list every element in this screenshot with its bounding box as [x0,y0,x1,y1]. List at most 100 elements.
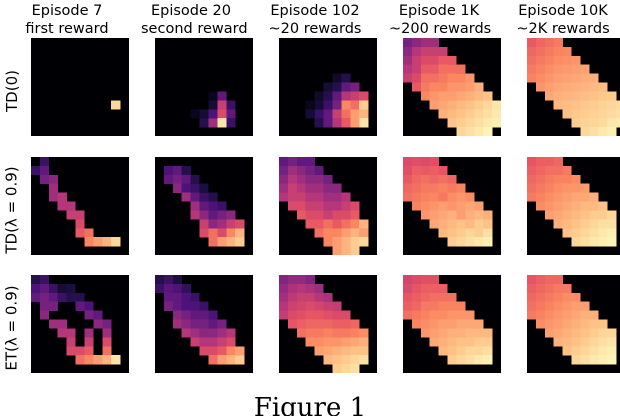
heatmap-cell [332,91,342,101]
heatmap-cell [287,174,297,184]
heatmap-cell [332,192,342,202]
heatmap-cell [217,91,227,101]
heatmap-cell [57,319,67,329]
heatmap-cell [411,319,421,329]
heatmap-cell [598,127,608,136]
heatmap-cell [544,275,554,285]
heatmap-cell [447,210,457,220]
heatmap-cell [155,275,165,285]
heatmap-cell [172,292,182,302]
heatmap-cell [39,292,49,302]
heatmap-cell [447,328,457,338]
heatmap-cell [279,283,289,293]
heatmap-cell [598,201,608,211]
heatmap-cell [57,192,67,202]
heatmap-cell [571,292,581,302]
heatmap-cell [535,310,545,320]
heatmap-cell [181,192,191,202]
heatmap-cell [296,310,306,320]
heatmap-cell [562,310,572,320]
heatmap-cell [429,292,439,302]
heatmap-cell [535,183,545,193]
heatmap-cell [589,118,599,128]
heatmap-cell [429,319,439,329]
heatmap-cell [589,82,599,92]
heatmap-cell [483,100,493,110]
heatmap-cell [420,292,430,302]
heatmap-cell [465,73,475,83]
heatmap-cell [314,328,324,338]
heatmap-cell [31,292,41,302]
heatmap-cell [172,183,182,193]
heatmap-cell [527,157,537,167]
heatmap-cell [535,201,545,211]
heatmap-cell [598,346,608,356]
heatmap-cell [438,91,448,101]
heatmap-cell [314,337,324,347]
heatmap-cell [483,328,493,338]
heatmap-cell [287,157,297,167]
heatmap-cell [208,210,218,220]
column-header-line1: Episode 20 [150,3,231,19]
heatmap-cell [544,157,554,167]
heatmap-cell [48,183,58,193]
heatmap-cell [438,337,448,347]
heatmap-cell [429,157,439,167]
heatmap-cell [420,91,430,101]
heatmap-cell [350,246,360,255]
heatmap-cell [465,319,475,329]
heatmap-cell [456,201,466,211]
heatmap-cell [544,64,554,74]
heatmap-cell [332,355,342,365]
heatmap-cell [66,292,76,302]
heatmap-cell [350,364,360,373]
heatmap-cell [447,118,457,128]
heatmap-cell [474,127,484,136]
heatmap-cell [332,301,342,311]
heatmap-cell [571,201,581,211]
heatmap-cell [287,275,297,285]
heatmap-cell [474,328,484,338]
heatmap-cell [562,46,572,56]
heatmap-cell [607,100,617,110]
heatmap-cell [190,201,200,211]
heatmap-cell [66,346,76,356]
heatmap-cell [535,275,545,285]
heatmap-cell [323,237,333,247]
heatmap-cell [607,109,617,119]
heatmap-cell [190,109,200,119]
heatmap-cell [181,165,191,175]
heatmap-cell [447,292,457,302]
heatmap-cell [553,275,563,285]
heatmap-cell [420,82,430,92]
heatmap-cell [296,301,306,311]
heatmap-cell [93,237,103,247]
heatmap-cell [527,283,537,293]
heatmap-cell [465,228,475,238]
heatmap-cell [562,91,572,101]
heatmap-cell [544,328,554,338]
heatmap-cell [305,109,315,119]
heatmap-cell [208,228,218,238]
heatmap-cell [172,319,182,329]
heatmap-cell [296,210,306,220]
heatmap-cell [447,109,457,119]
heatmap-cell [296,201,306,211]
heatmap-cell [403,73,413,83]
heatmap-cell [527,275,537,285]
heatmap-cell [580,82,590,92]
heatmap-cell [483,219,493,229]
heatmap-cell [332,109,342,119]
heatmap-cell [199,228,209,238]
heatmap-cell [447,82,457,92]
heatmap-cell [217,100,227,110]
heatmap-cell [535,283,545,293]
heatmap-cell [589,73,599,83]
heatmap-cell [208,118,218,128]
heatmap-cell [75,292,85,302]
heatmap-cell [429,100,439,110]
heatmap-cell [323,346,333,356]
heatmap-cell [420,38,430,48]
heatmap-cell [332,210,342,220]
heatmap-cell [226,346,236,356]
